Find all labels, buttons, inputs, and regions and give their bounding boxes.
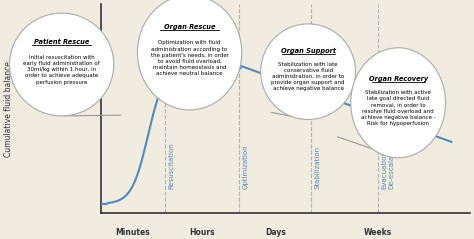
Text: Cumulative fluid balance: Cumulative fluid balance <box>4 61 13 157</box>
Text: Resuscitation: Resuscitation <box>169 143 175 190</box>
Text: Initial resuscitation with
early fluid administration of
30ml/kg within 1 hour, : Initial resuscitation with early fluid a… <box>23 55 100 85</box>
Text: Weeks: Weeks <box>364 228 392 237</box>
Text: Stabilization with late
conservative fluid
administration, in order to
provide o: Stabilization with late conservative flu… <box>271 62 345 91</box>
Text: Optimization with fluid
administration according to
the patient's needs, in orde: Optimization with fluid administration a… <box>151 40 228 76</box>
Text: Optimization: Optimization <box>243 145 249 190</box>
Text: Organ Support: Organ Support <box>281 48 336 54</box>
Text: Stabilization with active
late goal directed fluid
removal, in order to
resolve : Stabilization with active late goal dire… <box>361 90 436 126</box>
Text: Patient Rescue: Patient Rescue <box>34 39 89 45</box>
Text: Stabilization: Stabilization <box>315 146 321 190</box>
Text: Evacuation
De-escalation: Evacuation De-escalation <box>381 142 394 190</box>
Text: Organ Recovery: Organ Recovery <box>368 76 428 81</box>
Text: Organ Rescue: Organ Rescue <box>164 24 215 30</box>
Text: Hours: Hours <box>189 228 215 237</box>
Text: Days: Days <box>265 228 286 237</box>
Text: Minutes: Minutes <box>116 228 150 237</box>
